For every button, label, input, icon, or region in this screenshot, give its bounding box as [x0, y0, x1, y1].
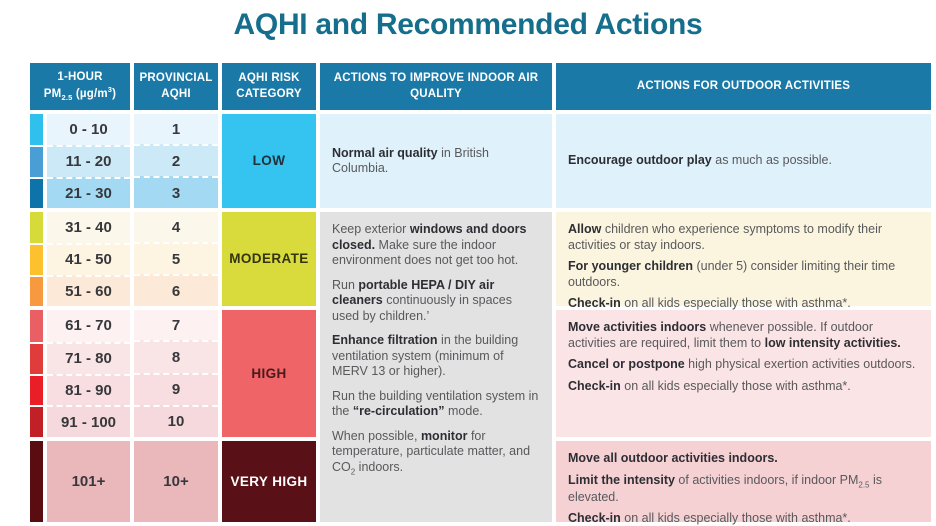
- action-text: Enhance filtration in the building venti…: [332, 333, 519, 378]
- aqhi-value: 2: [134, 144, 218, 176]
- risk-category-low: LOW: [222, 114, 316, 208]
- outdoor-actions-low: Encourage outdoor play as much as possib…: [556, 114, 931, 208]
- header-risk-category: AQHI RISK CATEGORY: [222, 63, 316, 110]
- indoor-actions-low: Normal air quality in British Columbia.: [320, 114, 552, 208]
- action-text: Check-in on all kids especially those wi…: [568, 511, 851, 526]
- header-pm25-line1: 1-HOUR: [57, 70, 103, 83]
- pm-range-value: 101+: [47, 441, 130, 522]
- pm-range-row: 11 - 20: [30, 145, 130, 177]
- aqhi-value: 4: [134, 212, 218, 242]
- aqhi-value: 5: [134, 242, 218, 274]
- outdoor-actions-moderate: Allow children who experience symptoms t…: [556, 212, 931, 310]
- aqhi-value: 7: [134, 310, 218, 341]
- action-text: Normal air quality in British Columbia.: [332, 145, 489, 176]
- aqhi-value: 10+: [134, 441, 218, 522]
- action-text: Allow children who experience symptoms t…: [568, 222, 883, 252]
- header-pm25-line2: PM2.5 (µg/m3): [43, 85, 117, 103]
- header-provincial-aqhi: PROVINCIAL AQHI: [134, 63, 218, 110]
- page-title: AQHI and Recommended Actions: [233, 8, 703, 41]
- outdoor-actions-high: Move activities indoors whenever possibl…: [556, 310, 931, 437]
- pm-range-value: 21 - 30: [47, 176, 130, 208]
- pm-range-value: 41 - 50: [47, 243, 130, 275]
- color-swatch: [30, 441, 43, 522]
- pm-range-row: 31 - 40: [30, 212, 130, 244]
- aqhi-value: 1: [134, 114, 218, 144]
- aqhi-table: 1-HOUR PM2.5 (µg/m3) PROVINCIAL AQHI AQH…: [30, 63, 931, 525]
- aqhi-group-high: 7 8 9 10: [134, 310, 218, 437]
- pm-range-row: 61 - 70: [30, 310, 130, 342]
- pm-range-row: 91 - 100: [30, 405, 130, 437]
- color-swatch: [30, 114, 43, 146]
- aqhi-value: 10: [134, 404, 218, 437]
- pm-range-value: 31 - 40: [47, 212, 130, 244]
- pm-range-value: 0 - 10: [47, 114, 130, 146]
- pm-range-value: 71 - 80: [47, 341, 130, 374]
- pm-range-group-low: 0 - 10 11 - 20 21 - 30: [30, 114, 130, 208]
- header-indoor-actions: ACTIONS TO IMPROVE INDOOR AIR QUALITY: [320, 63, 552, 110]
- risk-category-high: HIGH: [222, 310, 316, 437]
- action-text: Move all outdoor activities indoors.: [568, 451, 778, 465]
- color-swatch: [30, 310, 43, 342]
- action-text: Encourage outdoor play as much as possib…: [568, 153, 832, 168]
- aqhi-value: 6: [134, 274, 218, 306]
- color-swatch: [30, 243, 43, 275]
- action-text: Check-in on all kids especially those wi…: [568, 378, 851, 393]
- action-text: Keep exterior windows and doors closed. …: [332, 222, 527, 267]
- action-text: Cancel or postpone high physical exertio…: [568, 357, 916, 371]
- header-pm25: 1-HOUR PM2.5 (µg/m3): [30, 63, 130, 110]
- action-text: When possible, monitor for temperature, …: [332, 428, 531, 477]
- pm-range-row: 41 - 50: [30, 243, 130, 275]
- color-swatch: [30, 405, 43, 437]
- pm-range-value: 81 - 90: [47, 373, 130, 406]
- pm-range-group-very-high: 101+: [30, 441, 130, 522]
- color-swatch: [30, 212, 43, 244]
- color-swatch: [30, 274, 43, 306]
- outdoor-actions-very-high: Move all outdoor activities indoors. Limi…: [556, 441, 931, 525]
- action-text: Check-in on all kids especially those wi…: [568, 296, 851, 310]
- action-text: Move activities indoors whenever possibl…: [568, 320, 901, 350]
- pm-range-value: 91 - 100: [47, 405, 130, 437]
- header-outdoor-actions: ACTIONS FOR OUTDOOR ACTIVITIES: [556, 63, 931, 110]
- pm-range-row: 71 - 80: [30, 341, 130, 374]
- risk-category-moderate: MODERATE: [222, 212, 316, 306]
- color-swatch: [30, 176, 43, 208]
- aqhi-group-very-high: 10+: [134, 441, 218, 522]
- action-text: Run the building ventilation system in t…: [332, 388, 539, 419]
- aqhi-value: 9: [134, 372, 218, 405]
- aqhi-group-moderate: 4 5 6: [134, 212, 218, 306]
- aqhi-group-low: 1 2 3: [134, 114, 218, 208]
- risk-category-very-high: VERY HIGH: [222, 441, 316, 522]
- aqhi-value: 3: [134, 176, 218, 208]
- pm-range-row: 0 - 10: [30, 114, 130, 146]
- aqhi-value: 8: [134, 340, 218, 373]
- action-text: Limit the intensity of activities indoor…: [568, 472, 882, 504]
- color-swatch: [30, 145, 43, 177]
- color-swatch: [30, 373, 43, 406]
- pm-range-row: 21 - 30: [30, 176, 130, 208]
- action-text: Run portable HEPA / DIY air cleaners con…: [332, 277, 512, 323]
- pm-range-value: 11 - 20: [47, 145, 130, 177]
- pm-range-row: 81 - 90: [30, 373, 130, 406]
- color-swatch: [30, 341, 43, 374]
- pm-range-group-moderate: 31 - 40 41 - 50 51 - 60: [30, 212, 130, 306]
- pm-range-row: 101+: [30, 441, 130, 522]
- indoor-actions-moderate-to-very-high: Keep exterior windows and doors closed. …: [320, 212, 552, 522]
- pm-range-value: 51 - 60: [47, 274, 130, 306]
- pm-range-value: 61 - 70: [47, 310, 130, 342]
- pm-range-row: 51 - 60: [30, 274, 130, 306]
- action-text: For younger children (under 5) consider …: [568, 259, 896, 289]
- pm-range-group-high: 61 - 70 71 - 80 81 - 90 91 - 100: [30, 310, 130, 437]
